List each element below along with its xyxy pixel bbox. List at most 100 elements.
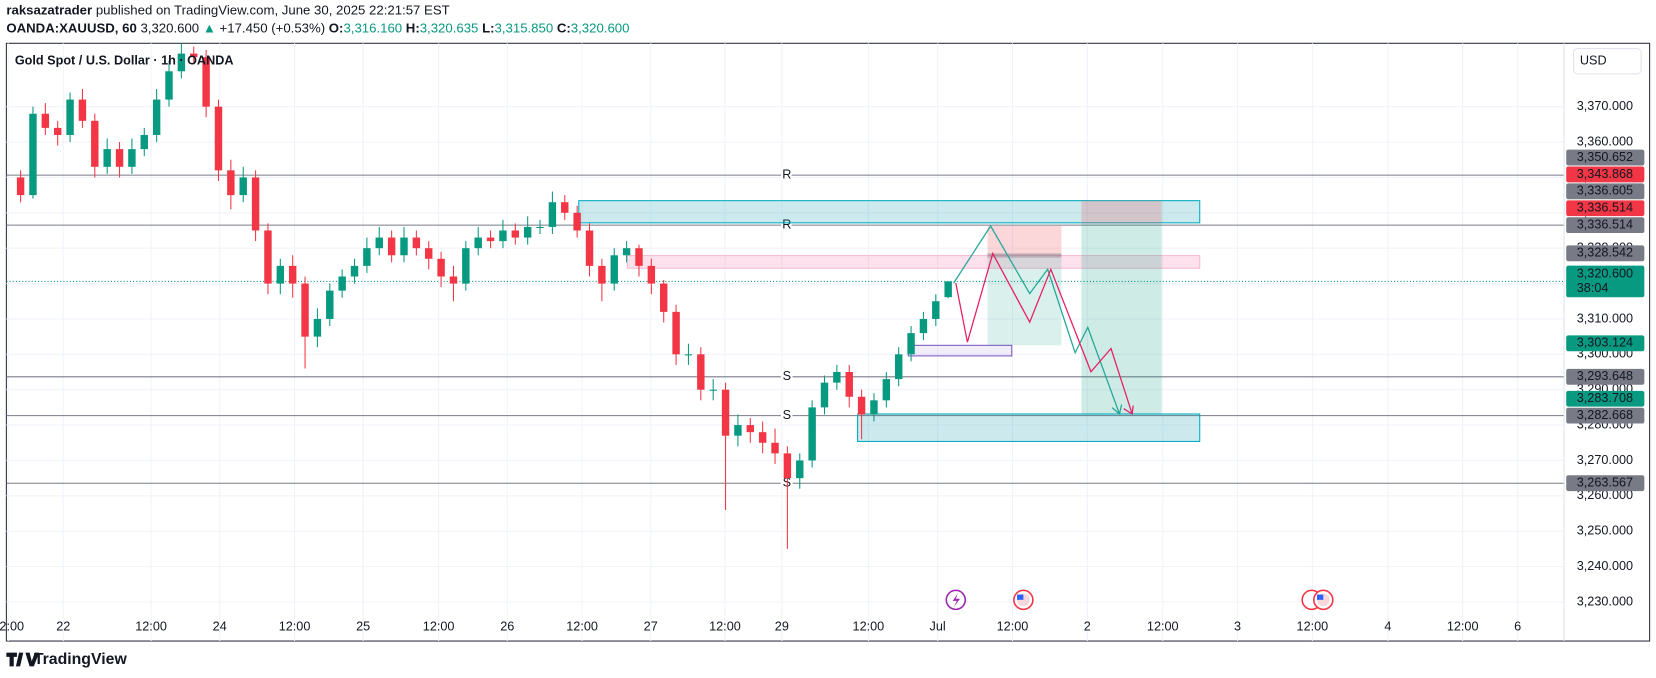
price-badge [1566,265,1645,298]
price-badge [1566,183,1645,200]
price-badge [1566,149,1645,166]
candle-body [190,53,198,58]
x-tick-label: 12:00 [423,620,455,634]
event-icon-glyph [952,593,961,608]
event-icon[interactable] [1013,589,1034,611]
candle-body [400,237,408,256]
candle-body [796,460,804,479]
price-badge [1566,217,1645,234]
ohlc-key: C: [557,21,571,36]
candle-body [276,265,285,284]
candle-body [251,177,260,231]
price-badge-label: 3,336.514 [1577,217,1633,231]
x-tick-label: 25 [356,620,370,634]
candle-body [449,276,458,284]
change-arrow: ▲ [203,21,216,36]
quote-line: OANDA:XAUUSD, 60 3,320.600 ▲ +17.450 (+0… [6,21,629,36]
price-badges: 3,350.652 3,343.868 3,336.605 3,336.514 3,33… [1566,149,1645,492]
ohlc-key: O: [329,21,344,36]
candle-body [462,248,470,284]
candle-body [845,372,853,397]
level-tag: S [783,369,791,383]
candle-body [536,226,544,229]
candle-body [177,53,186,72]
x-tick-label: 12:00 [853,620,885,634]
y-tick-label: 3,240.000 [1577,559,1633,573]
ohlc-value: 3,320.600 [571,21,630,36]
candle-body [672,311,680,355]
price-badge-label: 3,320.600 [1577,266,1633,280]
published: published on TradingView.com, June 30, 2… [96,3,450,18]
price-badge-label: 3,293.648 [1577,369,1633,383]
candle-body [363,248,371,266]
x-tick-label: 4 [1384,620,1391,634]
candle-body [709,389,717,391]
y-tick-label: 3,370.000 [1577,99,1633,113]
candle-body [894,354,903,380]
supply-zone [578,200,1201,224]
candle-body [227,170,235,196]
candle-body [548,202,557,227]
price-badge-label: 3,263.567 [1577,476,1633,490]
candle-body [635,248,643,266]
candle-body [907,333,915,355]
level-tag: R [782,167,791,181]
candle-body [165,71,173,100]
x-tick-label: 12:00 [566,620,598,634]
candle-body [870,400,878,415]
candle-body [214,106,223,171]
x-tick-label: 22 [56,620,70,634]
x-tick-label: 2 [1084,620,1091,634]
price-badge [1566,475,1645,492]
x-tick-label: 27 [644,620,658,634]
candle-body [288,265,297,284]
candle-body [758,432,767,443]
x-tick-label: 12:00 [1297,620,1329,634]
candle-body [783,453,792,479]
candle-body [511,230,520,238]
price-badge-label: 3,336.605 [1577,184,1633,198]
candle-body [91,120,99,167]
small-zone [907,344,1013,357]
price-badge-label: 3,350.652 [1577,150,1633,164]
resistance-zone [626,255,1201,269]
candle-body [598,265,606,284]
candle-body [53,127,62,135]
candle-body [375,237,383,249]
candle-body [808,407,816,461]
x-tick-label: Jul [930,620,946,634]
candle-body [264,230,272,284]
brand: TradingView [34,651,128,668]
candle-body [66,99,74,135]
currency-button[interactable] [1573,48,1642,75]
target-zone [1081,223,1162,414]
candle-body [239,177,247,196]
x-tick-label: 12:00 [709,620,741,634]
entry-line [987,253,1062,258]
y-tick-label: 3,230.000 [1577,594,1633,608]
header-line: raksazatrader published on TradingView.c… [6,3,449,18]
level-tag: S [783,408,791,422]
candle-body [585,230,594,266]
candle-body [29,113,37,196]
symbol: OANDA:XAUUSD, 60 [6,21,136,36]
candle-body [326,290,334,319]
x-tick-label: 12:00 [1147,620,1179,634]
countdown: 38:04 [1577,281,1609,295]
x-tick-label: 29 [775,620,789,634]
candle-body [746,425,755,433]
brand-logo [6,652,40,667]
candle-body [140,134,148,150]
candle-body [16,177,25,196]
candle-body [115,149,124,167]
candle-body [202,57,210,107]
event-icon[interactable] [1301,589,1334,611]
author: raksazatrader [6,3,92,18]
price-badge [1566,390,1645,407]
candle-body [944,281,952,298]
price-badge-label: 3,336.514 [1577,201,1633,215]
ohlc-value: 3,320.635 [420,21,479,36]
stop-zone [1081,200,1162,224]
